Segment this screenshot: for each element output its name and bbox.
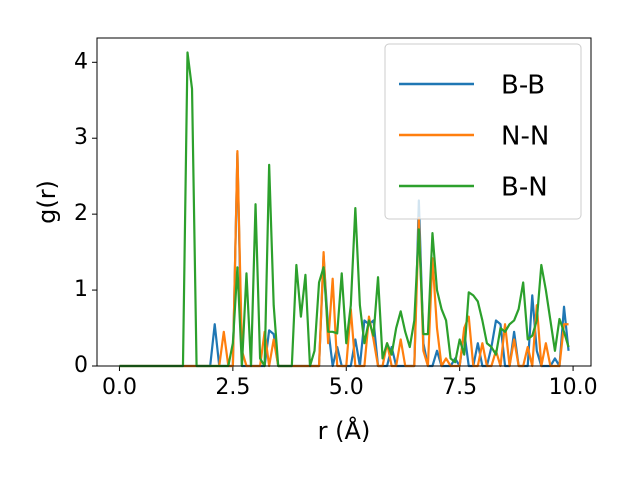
legend-label: B-N <box>501 173 548 203</box>
y-tick-label: 0 <box>74 353 88 378</box>
x-tick-label: 0.0 <box>102 375 137 400</box>
y-tick-label: 3 <box>74 125 88 150</box>
y-tick-label: 1 <box>74 277 88 302</box>
y-tick-label: 4 <box>74 49 88 74</box>
x-tick-label: 10.0 <box>549 375 598 400</box>
series-line <box>119 51 570 368</box>
legend-label: B-B <box>501 71 545 101</box>
x-axis-label: r (Å) <box>318 416 371 445</box>
legend-box <box>384 43 582 220</box>
x-tick-label: 2.5 <box>215 375 250 400</box>
x-tick-label: 5.0 <box>329 375 364 400</box>
legend-label: N-N <box>501 122 549 152</box>
y-tick-label: 2 <box>74 201 88 226</box>
x-tick-label: 7.5 <box>442 375 477 400</box>
plot-frame <box>96 37 592 367</box>
y-axis-label: g(r) <box>33 180 61 224</box>
legend: B-B N-N B-N <box>384 43 582 220</box>
